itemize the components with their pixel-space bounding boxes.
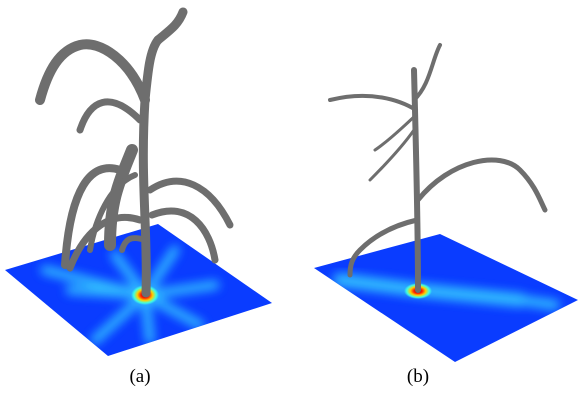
panel-label: (b)	[407, 366, 429, 387]
panel-a	[5, 12, 272, 356]
figure: (a) (b)	[0, 0, 580, 401]
panel-label: (a)	[129, 366, 150, 387]
panel-b	[314, 45, 578, 362]
